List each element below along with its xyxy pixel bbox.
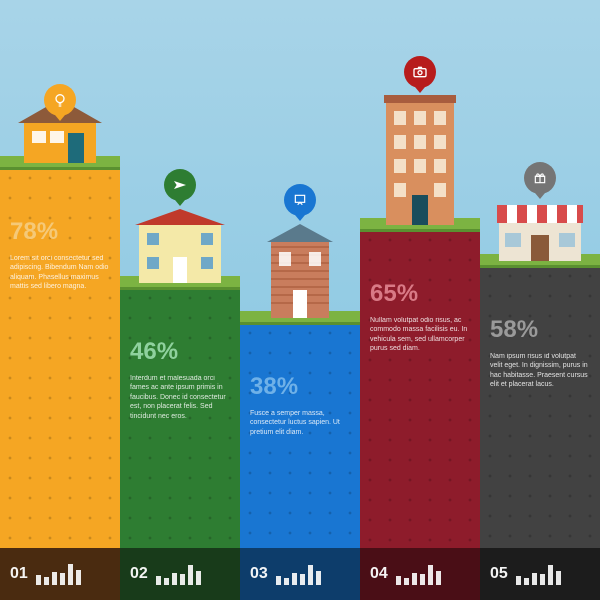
footer-number: 02	[130, 565, 148, 583]
footer-cell-04: 04	[360, 548, 480, 600]
sparkline	[276, 563, 321, 585]
soil: 78%Lorem sit orci consectetur sed adipis…	[0, 168, 120, 548]
footer-cell-02: 02	[120, 548, 240, 600]
pillar: 38%Fusce a semper massa, consectetur luc…	[240, 323, 360, 548]
description-text: Nullam volutpat odio risus, ac commodo m…	[360, 316, 480, 354]
building-icon	[135, 209, 225, 288]
bulb-icon	[44, 84, 76, 116]
percent-label: 46%	[120, 288, 240, 374]
footer-number: 01	[10, 565, 28, 583]
soil: 38%Fusce a semper massa, consectetur luc…	[240, 323, 360, 548]
description-text: Nam ipsum risus id volutpat velit eget. …	[480, 352, 600, 390]
building-icon	[497, 203, 583, 266]
footer-cell-01: 01	[0, 548, 120, 600]
footer-number: 03	[250, 565, 268, 583]
columns-container: 78%Lorem sit orci consectetur sed adipis…	[0, 0, 600, 548]
column-03: 38%Fusce a semper massa, consectetur luc…	[240, 0, 360, 548]
column-05: 58%Nam ipsum risus id volutpat velit ege…	[480, 0, 600, 548]
building-icon	[267, 224, 333, 323]
percent-label: 78%	[0, 168, 120, 254]
pillar: 65%Nullam volutpat odio risus, ac commod…	[360, 230, 480, 548]
soil: 46%Interdum et malesuada orci fames ac a…	[120, 288, 240, 548]
footer-number: 04	[370, 565, 388, 583]
description-text: Fusce a semper massa, consectetur luctus…	[240, 409, 360, 437]
column-04: 65%Nullam volutpat odio risus, ac commod…	[360, 0, 480, 548]
percent-label: 65%	[360, 230, 480, 316]
footer-cell-05: 05	[480, 548, 600, 600]
column-01: 78%Lorem sit orci consectetur sed adipis…	[0, 0, 120, 548]
soil: 58%Nam ipsum risus id volutpat velit ege…	[480, 266, 600, 548]
sparkline	[396, 563, 441, 585]
pillar: 78%Lorem sit orci consectetur sed adipis…	[0, 168, 120, 548]
plane-icon	[164, 169, 196, 201]
footer-row: 01 02 03 04 05	[0, 548, 600, 600]
percent-label: 38%	[240, 323, 360, 409]
pillar: 46%Interdum et malesuada orci fames ac a…	[120, 288, 240, 548]
soil: 65%Nullam volutpat odio risus, ac commod…	[360, 230, 480, 548]
pillar: 58%Nam ipsum risus id volutpat velit ege…	[480, 266, 600, 548]
sparkline	[36, 563, 81, 585]
description-text: Interdum et malesuada orci fames ac ante…	[120, 374, 240, 421]
camera-icon	[404, 56, 436, 88]
percent-label: 58%	[480, 266, 600, 352]
description-text: Lorem sit orci consectetur sed adipiscin…	[0, 254, 120, 292]
art-icon	[284, 184, 316, 216]
gift-icon	[524, 162, 556, 194]
footer-number: 05	[490, 565, 508, 583]
column-02: 46%Interdum et malesuada orci fames ac a…	[120, 0, 240, 548]
footer-cell-03: 03	[240, 548, 360, 600]
sparkline	[516, 563, 561, 585]
sparkline	[156, 563, 201, 585]
building-icon	[384, 95, 456, 230]
